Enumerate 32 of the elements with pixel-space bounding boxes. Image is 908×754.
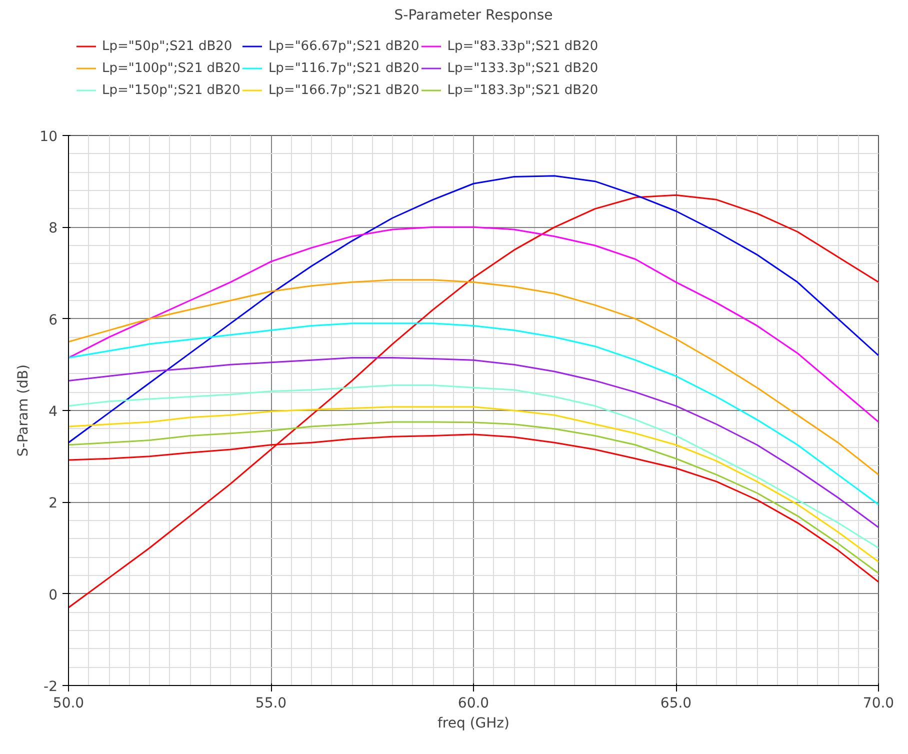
x-tick-label: 60.0 bbox=[458, 696, 490, 712]
x-tick-label: 55.0 bbox=[255, 696, 287, 712]
line-series bbox=[68, 384, 878, 549]
y-tick-label: 4 bbox=[48, 404, 58, 420]
legend-label: Lp="83.33p";S21 dB20 bbox=[447, 38, 598, 54]
line-series bbox=[68, 406, 878, 562]
x-tick-label: 65.0 bbox=[660, 696, 692, 712]
legend-label: Lp="66.67p";S21 dB20 bbox=[268, 38, 420, 54]
legend-label: Lp="183.3p";S21 dB20 bbox=[447, 82, 598, 98]
x-axis-title: freq (GHz) bbox=[438, 716, 510, 732]
y-tick-label: -2 bbox=[44, 679, 58, 695]
line-series bbox=[68, 194, 878, 608]
y-tick-label: 6 bbox=[48, 312, 58, 328]
legend-label: Lp="100p";S21 dB20 bbox=[102, 60, 240, 76]
y-tick-label: 10 bbox=[40, 129, 58, 145]
legend-label: Lp="166.7p";S21 dB20 bbox=[268, 82, 420, 98]
line-series bbox=[68, 322, 878, 506]
y-axis-title: S-Param (dB) bbox=[16, 364, 32, 457]
line-series bbox=[68, 175, 878, 444]
line-series bbox=[68, 226, 878, 423]
line-series bbox=[68, 357, 878, 528]
legend-label: Lp="150p";S21 dB20 bbox=[102, 82, 240, 98]
y-tick-label: 8 bbox=[48, 220, 58, 237]
legend-label: Lp="50p";S21 dB20 bbox=[102, 38, 232, 54]
x-tick-label: 70.0 bbox=[862, 696, 894, 712]
legend-label: Lp="116.7p";S21 dB20 bbox=[268, 60, 420, 76]
y-tick-label: 2 bbox=[48, 496, 58, 512]
chart-title: S-Parameter Response bbox=[394, 8, 553, 24]
y-tick-label: 0 bbox=[48, 587, 58, 604]
x-tick-label: 50.0 bbox=[52, 696, 84, 712]
line-series bbox=[68, 279, 878, 476]
legend-label: Lp="133.3p";S21 dB20 bbox=[447, 60, 598, 76]
